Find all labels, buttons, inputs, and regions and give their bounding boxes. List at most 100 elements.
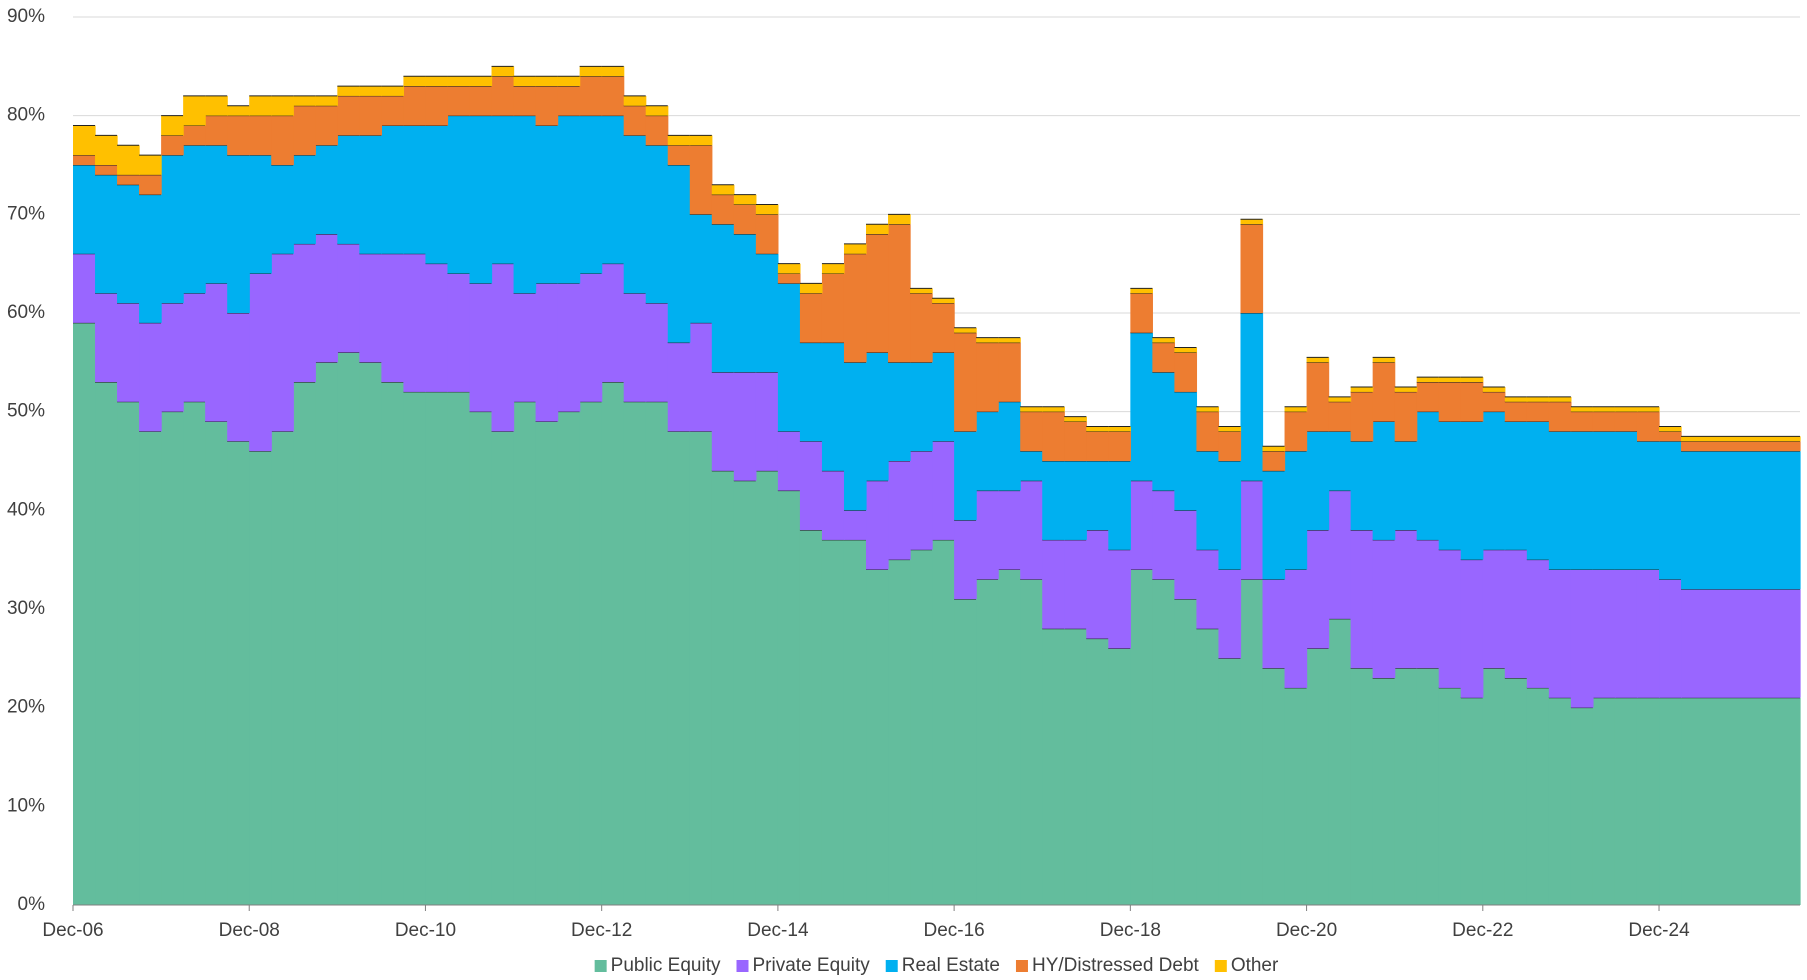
area-segment [271,253,294,432]
area-segment [1659,697,1682,905]
area-segment [777,283,801,432]
area-segment [359,135,382,254]
area-segment [755,470,779,905]
area-segment [1196,549,1220,629]
area-segment [403,391,427,905]
area-segment [1284,411,1308,452]
area-segment [227,155,250,313]
x-tick-label: Dec-12 [571,920,632,941]
area-segment [821,273,845,343]
area-segment [667,342,691,432]
legend-label: HY/Distressed Debt [1032,955,1200,976]
area-segment [227,115,250,156]
area-segment [315,95,338,106]
legend-swatch [1214,960,1227,972]
area-segment [843,362,867,511]
area-segment [799,293,823,343]
area-segment [821,263,845,274]
area-segment [1130,288,1153,294]
area-segment [249,115,272,156]
area-segment [1592,411,1616,432]
area-segment [976,411,999,491]
area-segment [689,135,713,146]
area-segment [1064,628,1087,905]
area-segment [315,105,338,146]
area-segment [403,253,427,392]
area-segment [601,76,625,116]
area-segment [976,342,999,412]
area-segment [381,253,405,383]
area-segment [205,95,228,116]
area-segment [1526,559,1550,688]
area-segment [1108,426,1131,432]
area-segment [183,95,206,126]
area-segment [954,431,977,521]
area-segment [733,234,757,373]
area-segment [821,539,845,905]
area-segment [1636,411,1660,442]
area-segment [359,95,382,136]
area-segment [1372,421,1396,540]
area-segment [998,342,1021,402]
area-segment [998,490,1021,570]
area-segment [1614,411,1638,432]
area-segment [645,401,669,905]
area-segment [1306,648,1330,905]
area-segment [535,76,559,87]
area-segment [513,86,537,116]
area-segment [249,451,272,905]
area-segment [95,165,118,175]
area-segment [866,224,889,235]
area-segment [755,204,779,215]
area-segment [1482,391,1506,412]
area-segment [910,451,933,550]
area-segment [1681,441,1801,452]
area-segment [1460,421,1484,560]
area-segment [205,145,228,284]
area-segment [425,76,449,87]
area-segment [293,382,316,906]
area-segment [1482,387,1506,392]
area-segment [1020,406,1043,412]
area-segment [1659,426,1682,432]
area-segment [315,362,338,905]
legend-label: Real Estate [902,955,1000,976]
area-segment [1504,401,1528,422]
area-segment [910,549,933,905]
area-segment [579,273,603,402]
area-segment [1130,569,1153,905]
area-segment [95,174,118,294]
area-segment [1438,549,1462,688]
area-segment [1064,461,1087,540]
area-segment [998,569,1021,905]
area-segment [755,214,779,254]
y-tick-label: 0% [18,894,46,915]
area-segment [205,421,228,905]
area-segment [821,470,845,540]
area-segment [95,382,118,906]
area-segment [337,135,360,244]
x-tick-label: Dec-18 [1100,920,1161,941]
area-segment [1438,687,1462,905]
area-segment [1108,461,1131,550]
area-segment [315,145,338,235]
area-segment [161,115,184,136]
area-segment [95,135,118,165]
area-segment [1108,431,1131,461]
area-segment [139,155,162,175]
area-segment [910,288,933,294]
area-segment [1306,431,1330,531]
area-segment [1020,480,1043,580]
area-segment [161,135,184,156]
y-tick-label: 20% [7,697,45,718]
area-segment [1064,416,1087,422]
area-segment [1174,391,1198,511]
area-segment [954,520,977,600]
area-segment [1174,510,1198,600]
area-segment [1152,579,1176,905]
area-segment [535,283,559,422]
area-segment [843,243,867,254]
area-segment [491,115,515,264]
area-segment [689,214,713,323]
area-segment [689,145,713,215]
